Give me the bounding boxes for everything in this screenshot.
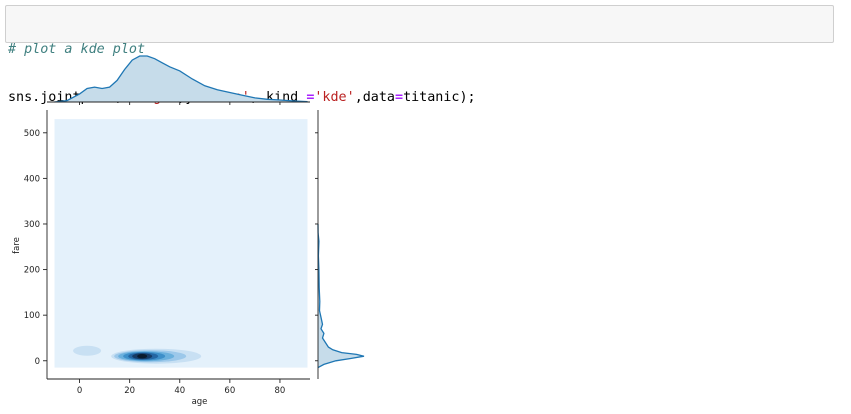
y-tick-label: 200 xyxy=(24,266,40,276)
x-tick-label: 80 xyxy=(275,386,286,396)
y-tick-label: 300 xyxy=(24,220,40,230)
marginal-y-kde xyxy=(317,110,365,379)
marginal-y-line xyxy=(317,223,365,369)
kde-level xyxy=(137,354,148,359)
marginal-y-fill xyxy=(318,223,364,368)
y-axis-title: fare xyxy=(12,237,22,254)
y-tick-label: 100 xyxy=(24,311,40,321)
x-tick-label: 0 xyxy=(77,386,82,396)
marginal-x-fill xyxy=(54,56,308,102)
marginal-x-line xyxy=(54,55,308,103)
axes: 0 20 40 60 80 0 100 200 300 400 500 xyxy=(24,102,318,396)
kde-base-fill xyxy=(54,119,308,368)
x-tick-label: 40 xyxy=(174,386,185,396)
y-tick-label: 400 xyxy=(24,174,40,184)
cell-output: 0 20 40 60 80 0 100 200 300 400 500 age fare xyxy=(0,48,380,414)
code-operator: = xyxy=(395,90,404,105)
y-tick-label: 500 xyxy=(24,129,40,139)
x-tick-label: 60 xyxy=(224,386,235,396)
code-comment: # plot a kde plot xyxy=(8,42,146,57)
code-cell[interactable]: # plot a kde plot sns.jointplot(x='age',… xyxy=(5,5,834,105)
code-token: ,data xyxy=(354,90,395,105)
marginal-x-kde xyxy=(47,55,310,103)
x-axis-title: age xyxy=(192,397,208,407)
kde-contour-levels xyxy=(73,345,202,364)
code-token: titanic); xyxy=(403,90,476,105)
y-tick-label: 0 xyxy=(35,357,40,367)
code-string: 'kde' xyxy=(314,90,355,105)
code-operator: = xyxy=(306,90,315,105)
kde-jointplot: 0 20 40 60 80 0 100 200 300 400 500 age fare xyxy=(12,55,365,407)
joint-kde xyxy=(54,119,308,368)
x-tick-label: 20 xyxy=(124,386,135,396)
kde-level xyxy=(73,345,102,356)
